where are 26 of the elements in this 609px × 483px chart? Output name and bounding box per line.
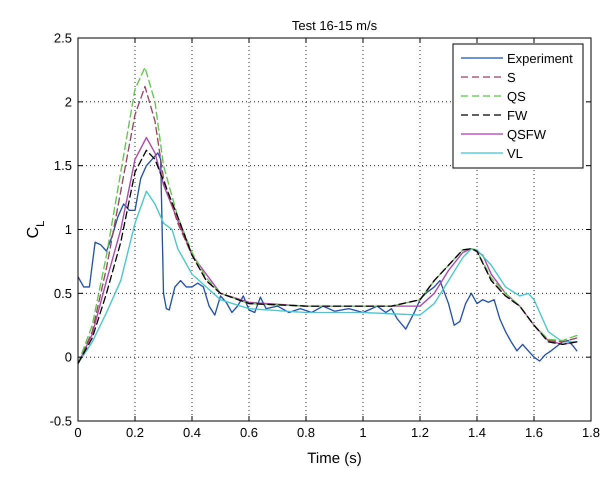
- y-tick-label: 1: [64, 222, 72, 237]
- x-tick-label: 1.8: [582, 425, 600, 440]
- legend-label: Experiment: [507, 51, 574, 66]
- y-tick-label: 0: [64, 350, 72, 365]
- legend-label: VL: [507, 146, 523, 161]
- y-tick-label: 0.5: [54, 286, 72, 301]
- chart-title: Test 16-15 m/s: [292, 18, 378, 33]
- x-tick-label: 1.6: [524, 425, 544, 440]
- x-tick-label: 1: [359, 425, 367, 440]
- x-tick-label: 1.2: [410, 425, 430, 440]
- x-tick-label: 0: [74, 425, 82, 440]
- line-series: [78, 190, 578, 364]
- legend-label: FW: [507, 108, 528, 123]
- x-tick-label: 0.2: [126, 425, 144, 440]
- y-tick-label: 2: [64, 94, 72, 110]
- x-tick-label: 0.4: [182, 425, 202, 440]
- y-tick-label: -0.5: [50, 414, 72, 428]
- x-tick-label: 1.4: [468, 425, 486, 440]
- legend-label: S: [507, 70, 516, 85]
- x-tick-label: 0.6: [240, 425, 258, 440]
- y-tick-label: 2.5: [54, 30, 72, 46]
- x-axis-title: Time (s): [307, 450, 362, 467]
- legend-label: QS: [507, 89, 526, 104]
- legend-label: QSFW: [507, 127, 547, 142]
- y-tick-label: 1.5: [54, 158, 72, 174]
- x-tick-label: 0.8: [296, 425, 316, 440]
